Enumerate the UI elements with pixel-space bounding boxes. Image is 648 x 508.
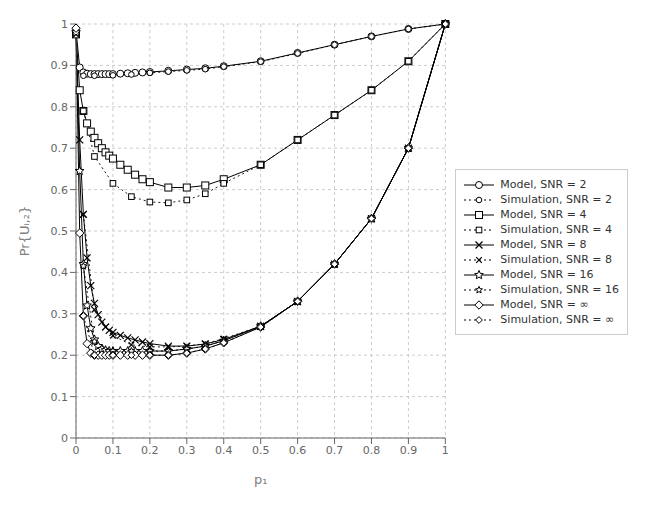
html-text:Simulation, SNR = 16: Simulation, SNR = 16 — [500, 283, 619, 296]
svg-text:0.8: 0.8 — [51, 101, 69, 114]
svg-text:0.4: 0.4 — [215, 444, 233, 457]
svg-text:0.2: 0.2 — [141, 444, 159, 457]
svg-text:0.6: 0.6 — [289, 444, 307, 457]
svg-text:0.6: 0.6 — [51, 184, 69, 197]
html-text:Model, SNR = 8: Model, SNR = 8 — [500, 238, 587, 251]
html-text:Simulation, SNR = 2: Simulation, SNR = 2 — [500, 193, 612, 206]
html-text:Simulation, SNR = 4: Simulation, SNR = 4 — [500, 223, 612, 236]
svg-text:0.7: 0.7 — [51, 142, 69, 155]
svg-text:0.4: 0.4 — [51, 266, 69, 279]
svg-text:0.7: 0.7 — [326, 444, 344, 457]
svg-text:0.9: 0.9 — [400, 444, 418, 457]
html-text:Simulation, SNR = ∞: Simulation, SNR = ∞ — [500, 313, 615, 326]
svg-text:0.3: 0.3 — [178, 444, 196, 457]
svg-text:1: 1 — [442, 444, 449, 457]
html-text:Model, SNR = 2: Model, SNR = 2 — [500, 178, 587, 191]
svg-text:0.5: 0.5 — [252, 444, 270, 457]
html-text:Model, SNR = 16: Model, SNR = 16 — [500, 268, 594, 281]
svg-text:0.2: 0.2 — [51, 349, 69, 362]
svg-text:0.1: 0.1 — [104, 444, 122, 457]
html-text:Model, SNR = ∞: Model, SNR = ∞ — [500, 298, 589, 311]
svg-text:p₁: p₁ — [254, 472, 267, 487]
svg-text:0: 0 — [73, 444, 80, 457]
html-text:Model, SNR = 4: Model, SNR = 4 — [500, 208, 587, 221]
svg-text:0: 0 — [61, 432, 68, 445]
svg-text:0.5: 0.5 — [51, 225, 69, 238]
svg-text:0.9: 0.9 — [51, 59, 69, 72]
svg-text:0.1: 0.1 — [51, 391, 69, 404]
html-text:Simulation, SNR = 8: Simulation, SNR = 8 — [500, 253, 612, 266]
svg-text:1: 1 — [61, 18, 68, 31]
svg-text:0.8: 0.8 — [363, 444, 381, 457]
svg-text:Pr{Uᵢ,₂}: Pr{Uᵢ,₂} — [17, 206, 32, 257]
svg-text:0.3: 0.3 — [51, 308, 69, 321]
